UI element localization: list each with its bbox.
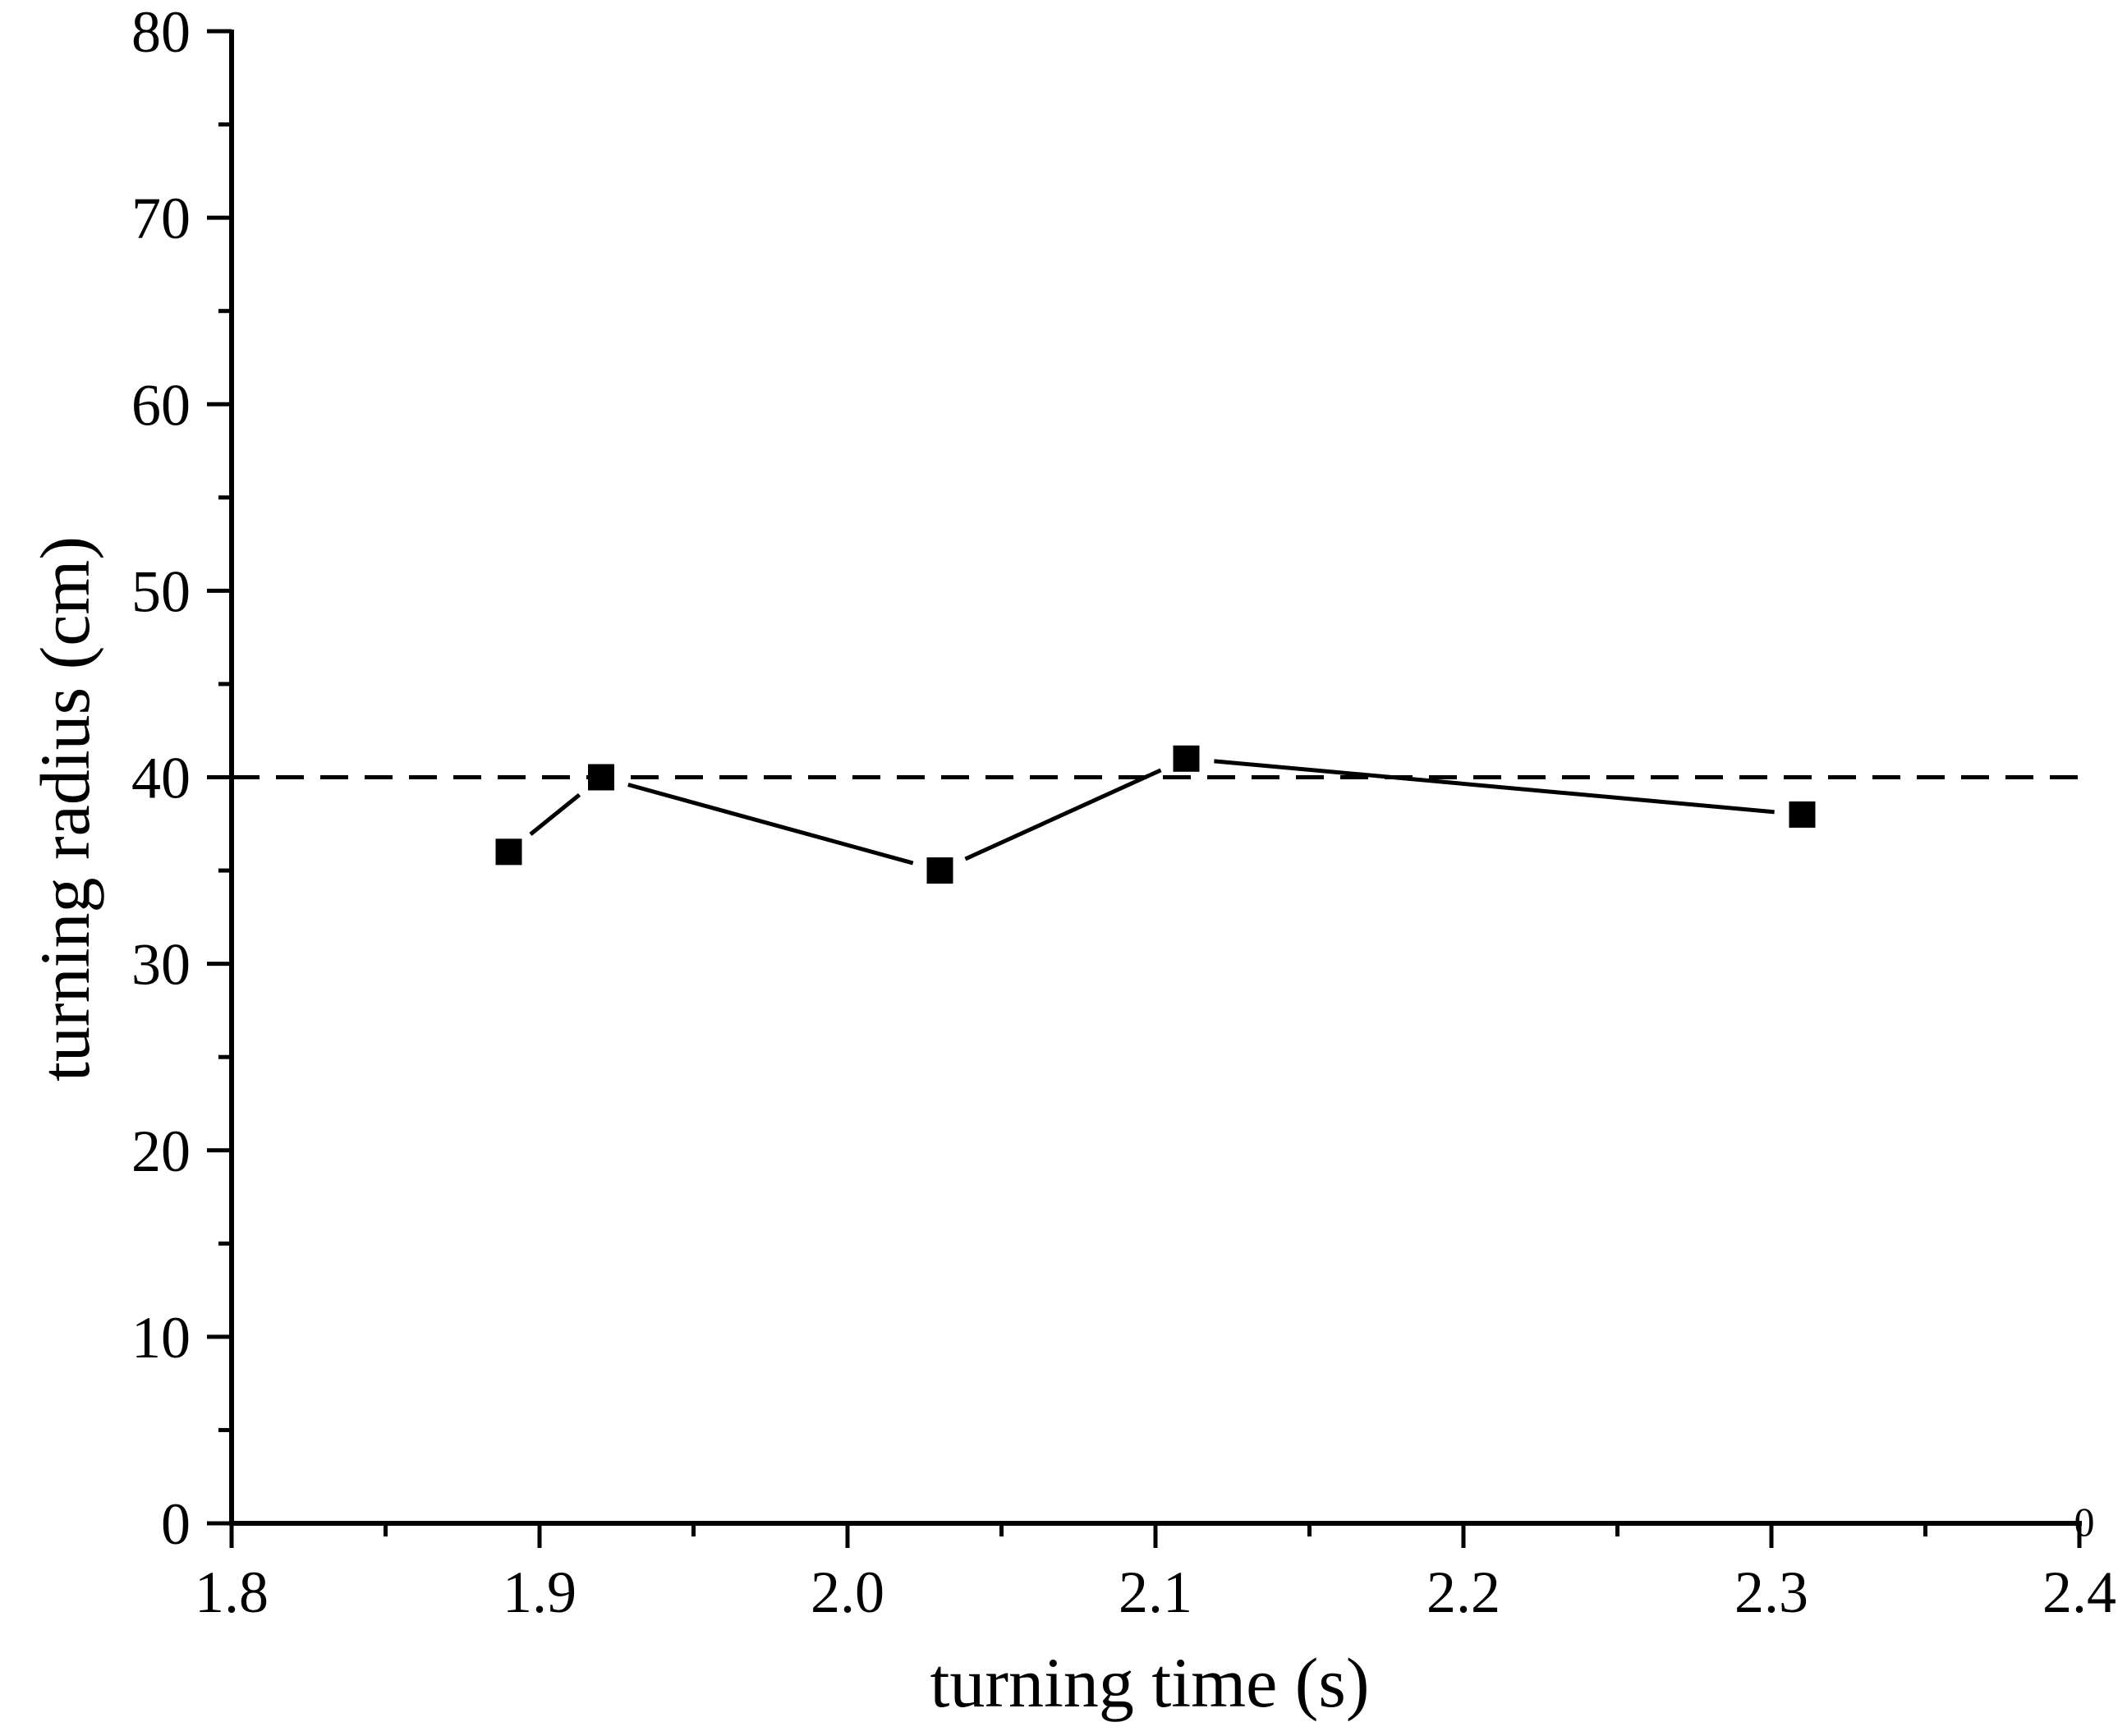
y-tick-label: 10 bbox=[131, 1305, 191, 1371]
x-tick-label: 2.2 bbox=[1426, 1559, 1500, 1625]
data-point-marker bbox=[1789, 801, 1816, 828]
corner-label: 0 bbox=[2074, 1499, 2095, 1545]
data-point-marker bbox=[495, 838, 522, 866]
data-point-marker bbox=[588, 764, 614, 791]
y-axis-title: turning radius (cm) bbox=[25, 536, 104, 1082]
data-point-marker bbox=[926, 857, 953, 884]
y-tick-label: 70 bbox=[131, 186, 191, 251]
y-tick-label: 30 bbox=[131, 932, 191, 998]
y-tick-label: 0 bbox=[161, 1491, 191, 1557]
series-line-segment bbox=[529, 792, 581, 836]
series-line-segment bbox=[627, 783, 914, 866]
x-tick-label: 1.8 bbox=[195, 1559, 269, 1625]
x-tick-label: 2.1 bbox=[1119, 1559, 1192, 1625]
series-line-segment bbox=[964, 768, 1162, 861]
series-layer bbox=[495, 745, 1816, 884]
x-tick-label: 2.4 bbox=[2042, 1559, 2116, 1625]
series-line-segment bbox=[1214, 759, 1775, 815]
ticks bbox=[207, 29, 2082, 1548]
x-tick-label: 1.9 bbox=[503, 1559, 577, 1625]
y-tick-label: 40 bbox=[131, 746, 191, 811]
y-tick-label: 50 bbox=[131, 558, 191, 624]
data-point-marker bbox=[1173, 745, 1200, 772]
y-tick-label: 80 bbox=[131, 0, 191, 65]
y-tick-label: 60 bbox=[131, 372, 191, 438]
y-tick-label: 20 bbox=[131, 1118, 191, 1184]
tick-labels: 0 10 20 30 40 50 60 70 80 1.8 1.9 2.0 2.1 2.2 2.3 2.4 bbox=[131, 0, 2116, 1625]
x-tick-label: 2.0 bbox=[811, 1559, 884, 1625]
x-axis-title: turning time (s) bbox=[930, 1643, 1369, 1722]
x-tick-label: 2.3 bbox=[1734, 1559, 1808, 1625]
